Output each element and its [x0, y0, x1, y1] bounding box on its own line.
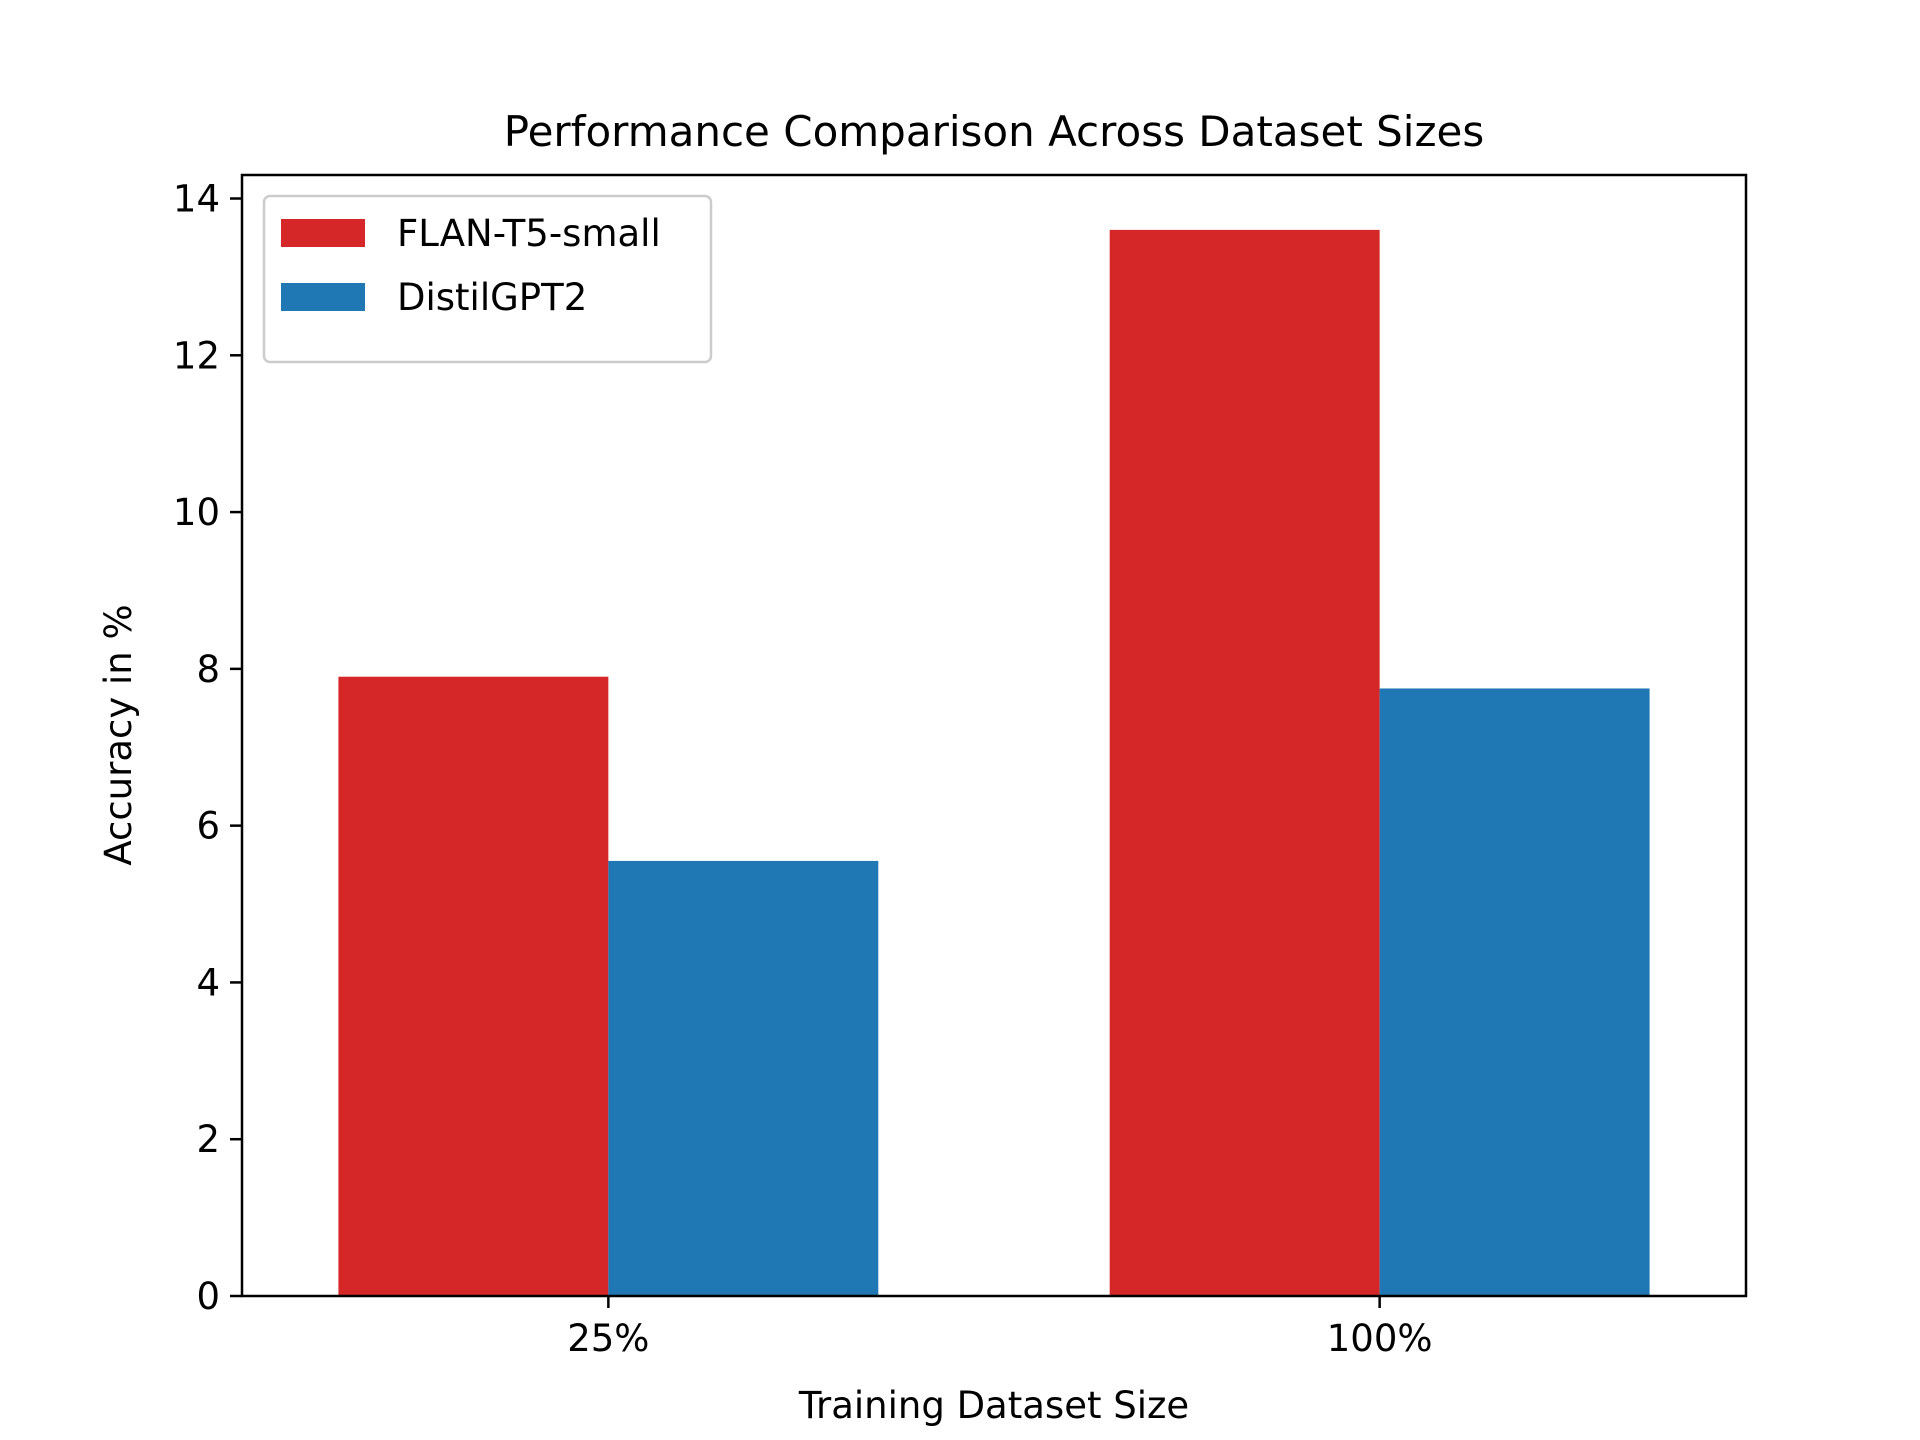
y-tick-label-7: 14	[173, 178, 220, 221]
x-axis-label: Training Dataset Size	[798, 1384, 1189, 1427]
legend: FLAN-T5-small DistilGPT2	[262, 194, 713, 364]
bar-0-1	[1109, 229, 1380, 1296]
y-tick-label-3: 6	[196, 805, 220, 848]
x-axis: 25% 100%	[567, 1296, 1433, 1360]
legend-box	[262, 194, 713, 364]
legend-swatch-0	[281, 219, 365, 247]
bar-0-0	[338, 676, 609, 1296]
y-tick-label-6: 12	[173, 334, 220, 377]
y-axis: 0 2 4 6 8 10 12 14	[173, 178, 242, 1318]
legend-swatch-1	[281, 283, 365, 311]
chart-title: Performance Comparison Across Dataset Si…	[504, 107, 1484, 156]
bar-1-0	[608, 860, 879, 1296]
y-tick-label-4: 8	[196, 648, 220, 691]
legend-label-1: DistilGPT2	[397, 276, 587, 319]
x-tick-label-1: 100%	[1327, 1317, 1433, 1360]
y-tick-label-2: 4	[196, 961, 220, 1004]
y-tick-label-1: 2	[196, 1118, 220, 1161]
y-tick-label-0: 0	[196, 1275, 220, 1318]
y-axis-label: Accuracy in %	[97, 604, 140, 865]
y-tick-label-5: 10	[173, 491, 220, 534]
plot-frame	[240, 173, 1748, 1298]
bars-group	[338, 229, 1650, 1296]
bar-1-1	[1379, 688, 1650, 1296]
legend-label-0: FLAN-T5-small	[397, 212, 661, 255]
x-tick-label-0: 25%	[567, 1317, 649, 1360]
